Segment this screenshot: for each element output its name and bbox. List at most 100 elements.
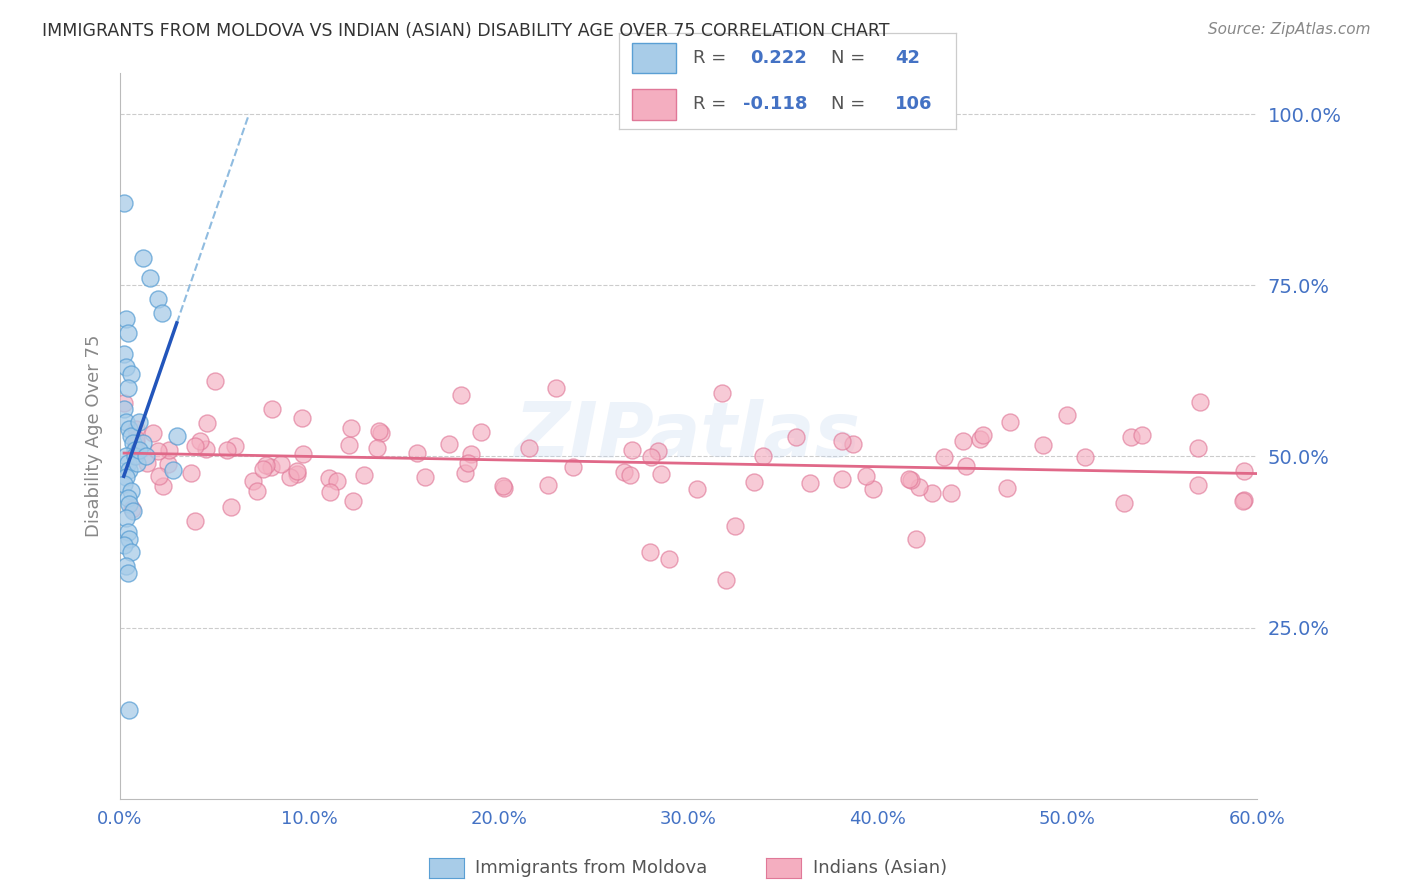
Point [117, 566, 139, 580]
Point [494, 481, 516, 495]
Point [470, 425, 492, 440]
Point [118, 703, 141, 717]
Point [450, 388, 472, 402]
Point [972, 427, 994, 442]
Point [406, 446, 429, 460]
Point [437, 436, 460, 450]
Point [969, 432, 991, 446]
Point [319, 484, 342, 499]
Point [716, 573, 738, 587]
Point [252, 462, 274, 476]
Point [291, 410, 314, 425]
Point [122, 435, 145, 450]
Text: -0.118: -0.118 [744, 95, 808, 113]
Point [460, 447, 482, 461]
Point [278, 470, 301, 484]
Point [157, 443, 180, 458]
Text: Immigrants from Moldova: Immigrants from Moldova [475, 859, 707, 877]
Point [1074, 450, 1097, 464]
Point [117, 381, 139, 395]
Point [326, 475, 349, 489]
Point [921, 486, 943, 500]
Point [995, 481, 1018, 495]
Point [184, 439, 207, 453]
FancyBboxPatch shape [633, 43, 676, 73]
Point [114, 360, 136, 375]
Point [686, 482, 709, 496]
Text: 106: 106 [896, 95, 932, 113]
Point [537, 478, 560, 492]
Point [184, 514, 207, 528]
Point [1130, 427, 1153, 442]
Point [900, 473, 922, 487]
Point [180, 466, 202, 480]
Point [112, 476, 135, 491]
Point [619, 468, 641, 483]
Point [112, 347, 135, 361]
Point [270, 457, 292, 471]
Point [114, 511, 136, 525]
Point [124, 442, 146, 457]
Point [1032, 438, 1054, 452]
Point [1114, 496, 1136, 510]
Point [120, 429, 142, 443]
Point [650, 467, 672, 481]
Point [1187, 441, 1209, 455]
Point [242, 475, 264, 489]
Point [842, 436, 865, 450]
Point [118, 532, 141, 546]
Point [742, 475, 765, 489]
Point [368, 424, 391, 438]
Text: N =: N = [831, 49, 872, 67]
Text: ZIPatlas: ZIPatlas [516, 399, 862, 473]
Point [1121, 430, 1143, 444]
Point [752, 449, 775, 463]
Point [195, 416, 218, 430]
Point [124, 422, 146, 436]
Point [353, 468, 375, 483]
Point [128, 415, 150, 429]
FancyBboxPatch shape [633, 89, 676, 120]
Point [724, 518, 747, 533]
Point [285, 464, 308, 478]
Point [204, 374, 226, 388]
Point [125, 436, 148, 450]
Point [146, 292, 169, 306]
Point [260, 460, 283, 475]
Point [148, 468, 170, 483]
Point [934, 450, 956, 465]
Point [855, 469, 877, 483]
Point [112, 196, 135, 211]
Point [219, 500, 242, 514]
Point [117, 491, 139, 505]
Point [131, 251, 153, 265]
Point [952, 434, 974, 448]
Point [1187, 477, 1209, 491]
Point [457, 456, 479, 470]
Point [146, 444, 169, 458]
Point [366, 441, 388, 455]
Point [1056, 409, 1078, 423]
Text: N =: N = [831, 95, 872, 113]
Text: Indians (Asian): Indians (Asian) [813, 859, 946, 877]
Point [831, 472, 853, 486]
Point [640, 450, 662, 464]
Point [454, 467, 477, 481]
Text: R =: R = [693, 95, 733, 113]
Point [370, 426, 392, 441]
Point [114, 312, 136, 326]
Text: 42: 42 [896, 49, 921, 67]
Point [342, 493, 364, 508]
Point [136, 456, 159, 470]
Point [941, 486, 963, 500]
Point [711, 386, 734, 401]
Point [1232, 494, 1254, 508]
Point [413, 469, 436, 483]
Point [128, 442, 150, 457]
Point [337, 438, 360, 452]
Point [224, 439, 246, 453]
Point [285, 467, 308, 482]
Point [1000, 415, 1022, 429]
Point [955, 458, 977, 473]
Point [125, 456, 148, 470]
